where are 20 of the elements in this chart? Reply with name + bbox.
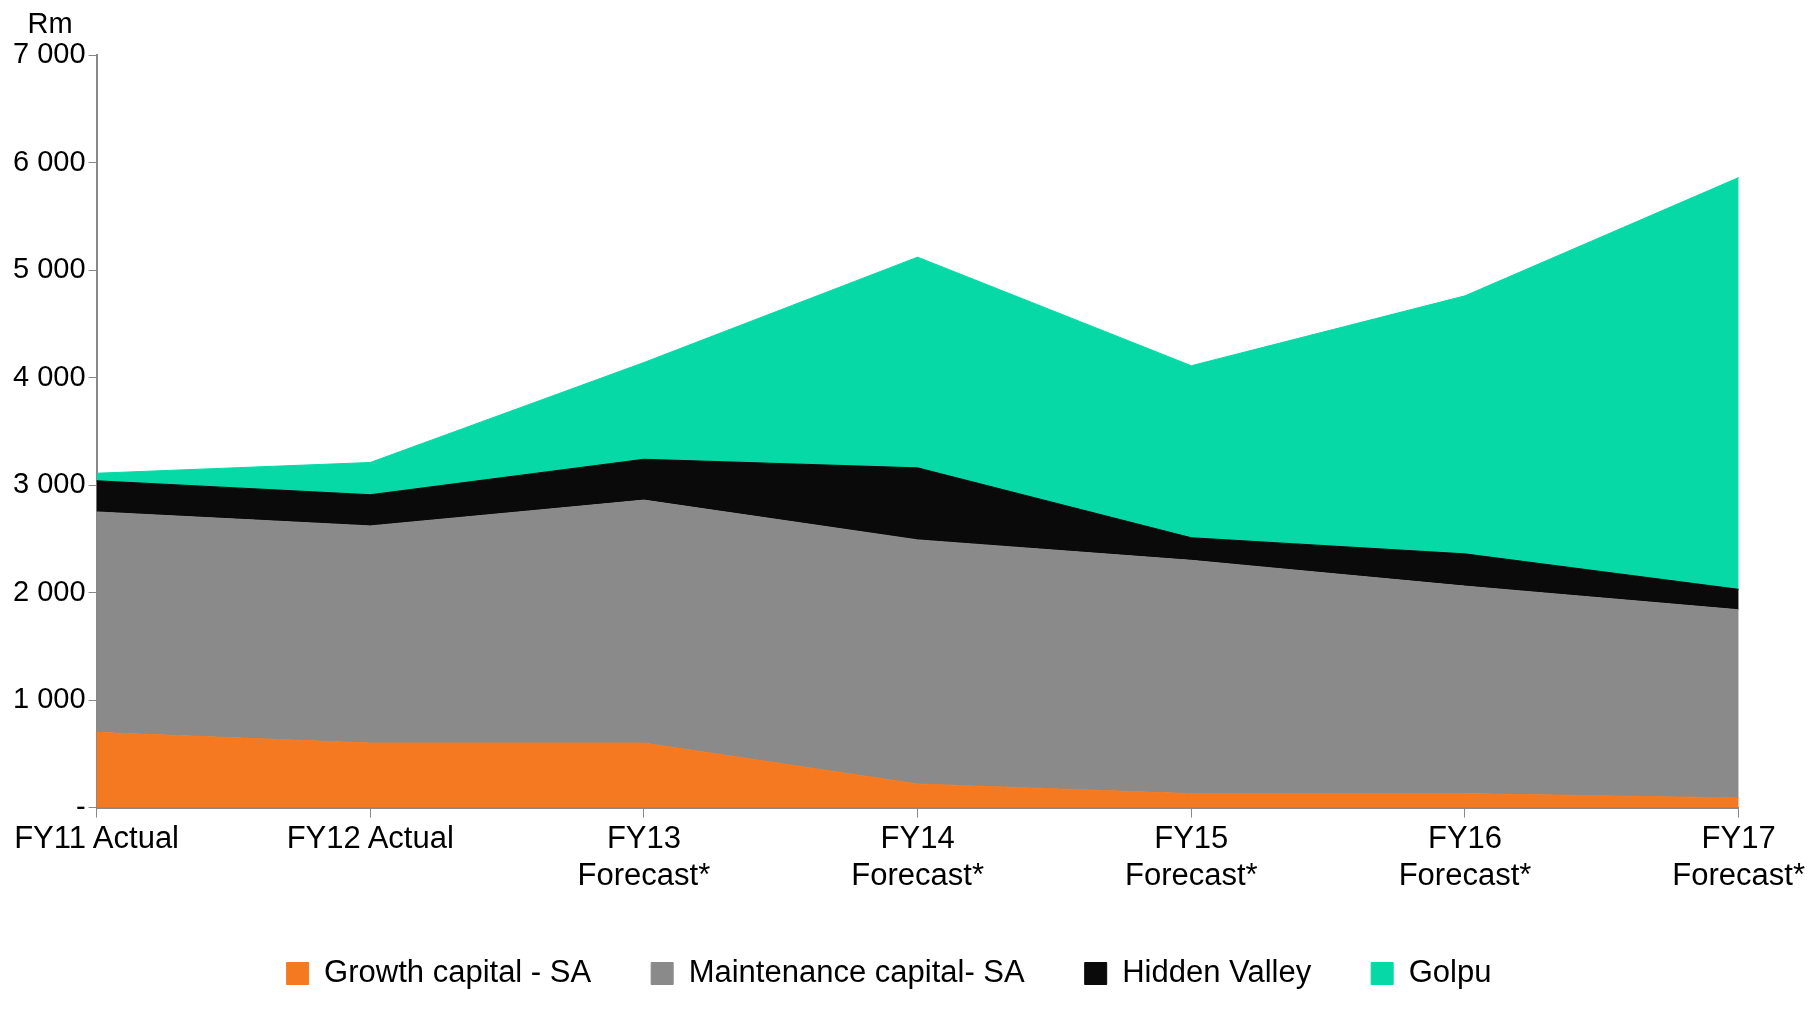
x-tick-label: FY16 Forecast* (1398, 819, 1532, 892)
x-tick-label: FY13 Forecast* (577, 819, 711, 892)
x-tick-label: FY12 Actual (286, 819, 454, 855)
legend-label: Golpu (1408, 954, 1492, 990)
legend-label: Maintenance capital- SA (688, 954, 1025, 990)
legend-label: Hidden Valley (1122, 954, 1312, 990)
y-tick-label: 4 000 (12, 359, 86, 392)
y-tick-label: 7 000 (12, 37, 86, 69)
y-tick-label: 2 000 (12, 574, 86, 607)
legend-label: Growth capital - SA (324, 954, 592, 990)
y-tick-label: - (75, 789, 86, 822)
y-tick-label: 1 000 (12, 682, 86, 715)
y-tick-label: 6 000 (12, 144, 86, 177)
y-tick-label: 5 000 (12, 252, 86, 285)
x-tick-label: FY11 Actual (14, 819, 179, 855)
y-tick-label: 3 000 (12, 467, 86, 500)
y-axis-title: Rm (27, 6, 73, 39)
x-tick-label: FY14 Forecast* (851, 819, 984, 892)
x-tick-label: FY15 Forecast* (1124, 819, 1258, 892)
x-tick-label: FY17 Forecast* (1672, 819, 1806, 892)
